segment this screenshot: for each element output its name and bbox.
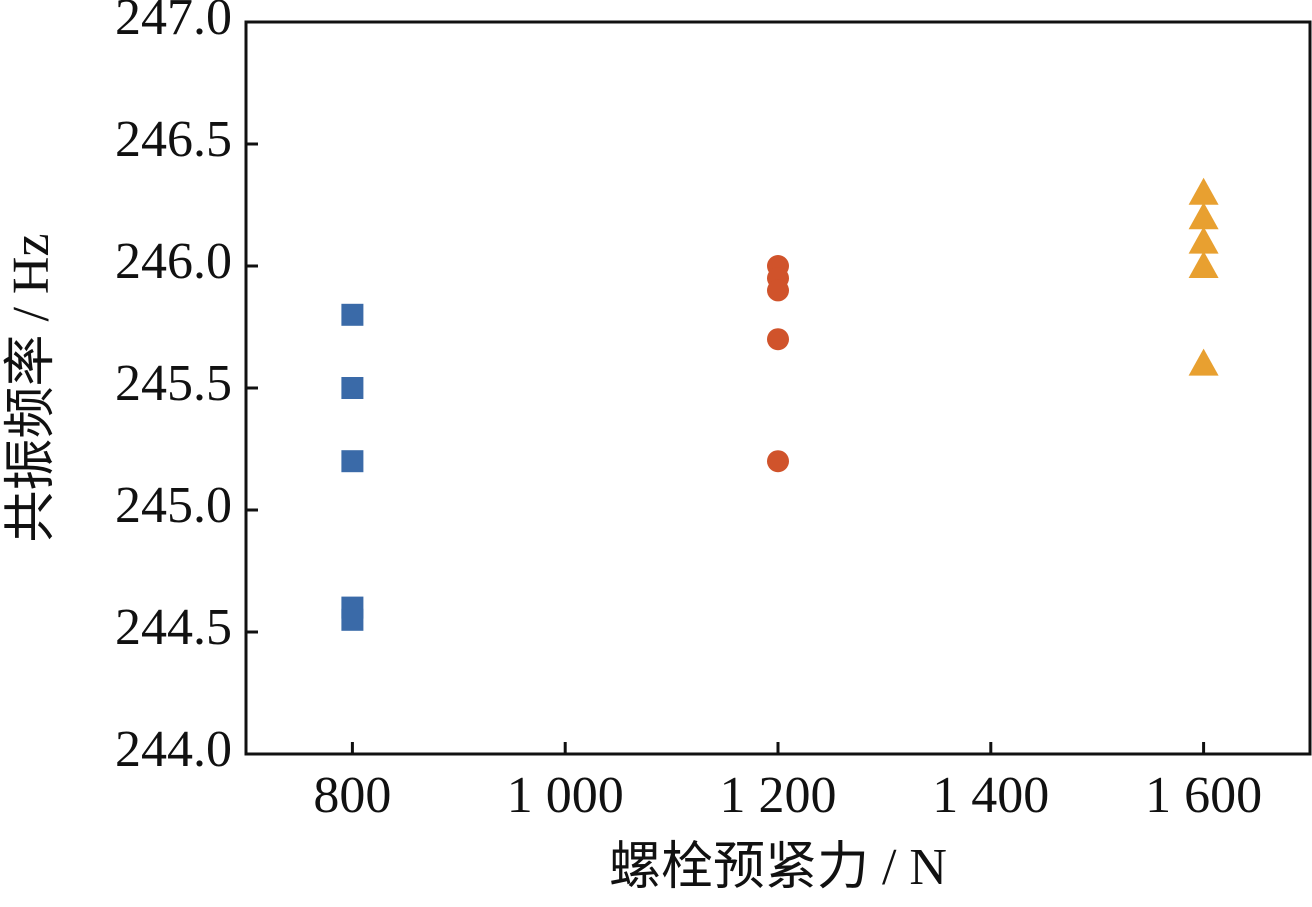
y-tick-label: 245.5 <box>115 355 232 412</box>
x-tick-label: 1 600 <box>1145 767 1262 824</box>
x-tick-label: 1 400 <box>932 767 1049 824</box>
y-tick-label: 246.5 <box>115 111 232 168</box>
point <box>341 450 364 473</box>
x-tick-label: 1 000 <box>507 767 624 824</box>
point <box>341 608 364 631</box>
x-tick-label: 1 200 <box>720 767 837 824</box>
point <box>1188 202 1219 230</box>
point <box>1188 177 1219 205</box>
plot-frame <box>244 20 1312 756</box>
y-tick-label: 247.0 <box>115 0 232 46</box>
point <box>1188 348 1219 376</box>
point <box>1188 226 1219 254</box>
point <box>341 303 364 326</box>
x-axis-label: 螺栓预紧力 / N <box>609 839 947 896</box>
y-axis-label: 共振频率 / Hz <box>3 233 60 542</box>
y-tick-label: 244.5 <box>115 599 232 656</box>
y-tick-label: 246.0 <box>115 233 232 290</box>
point <box>767 328 789 351</box>
point <box>1188 251 1219 278</box>
y-tick-label: 245.0 <box>115 477 232 534</box>
y-tick-label: 244.0 <box>115 721 232 778</box>
point <box>767 450 789 473</box>
point <box>341 377 364 399</box>
point <box>767 279 789 302</box>
x-tick-label: 800 <box>313 767 391 824</box>
